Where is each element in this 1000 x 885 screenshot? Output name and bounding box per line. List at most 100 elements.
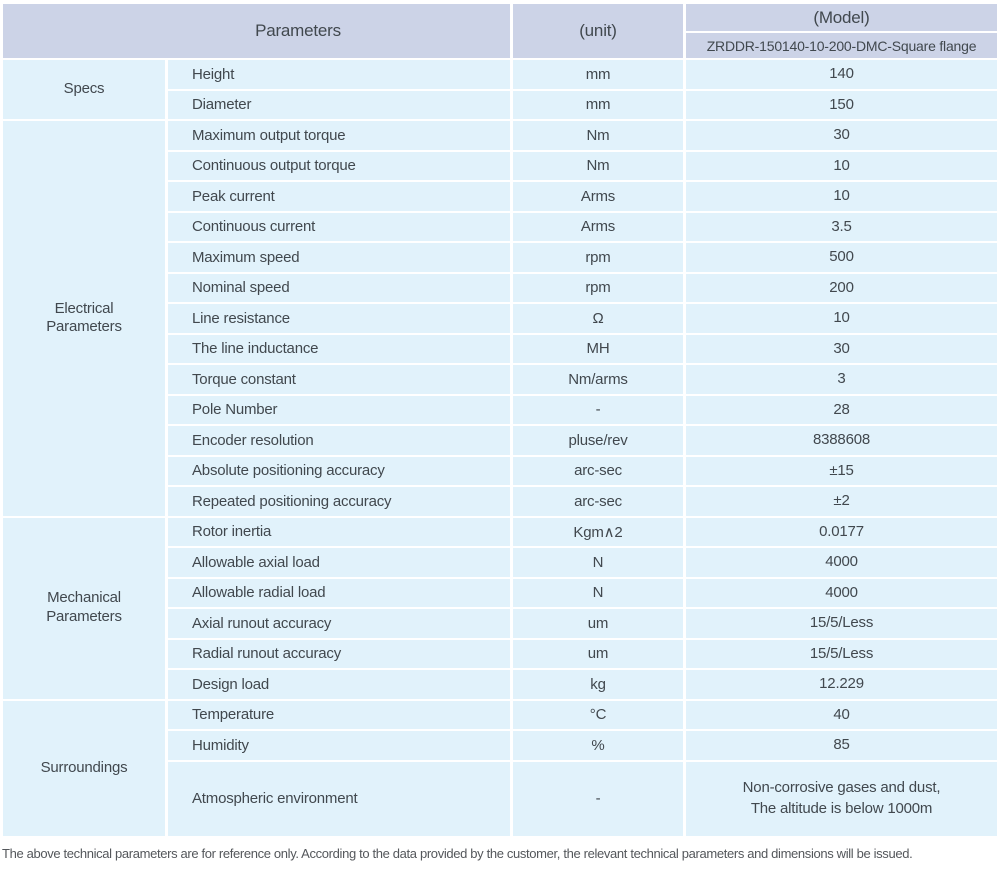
unit-cell: pluse/rev [513,426,683,455]
table-row: Absolute positioning accuracy arc-sec ±1… [3,456,997,485]
value-cell: 200 [686,273,997,302]
param-cell: Axial runout accuracy [168,609,510,638]
col-header-unit: (unit) [513,4,683,58]
section-label-surroundings: Surroundings [3,700,165,836]
param-cell: Humidity [168,731,510,760]
table-row: Torque constant Nm/arms 3 [3,365,997,394]
value-cell: ±2 [686,487,997,516]
unit-cell: Nm [513,151,683,180]
table-row: Electrical Parameters Maximum output tor… [3,121,997,516]
unit-cell: Nm [513,121,683,150]
param-cell: Design load [168,670,510,699]
value-cell: 12.229 [686,670,997,699]
header-row-2: ZRDDR-150140-10-200-DMC-Square flange [3,33,997,58]
table-row: Surroundings Temperature °C 40 [3,700,997,836]
param-cell: Repeated positioning accuracy [168,487,510,516]
unit-cell: % [513,731,683,760]
unit-cell: rpm [513,243,683,272]
unit-cell: Arms [513,212,683,241]
value-cell: 3 [686,365,997,394]
param-cell: Allowable radial load [168,578,510,607]
section-label-mechanical-parameters: Mechanical Parameters [3,517,165,699]
value-cell: ±15 [686,456,997,485]
table-row: Peak current Arms 10 [3,182,997,211]
value-cell: Non-corrosive gases and dust, The altitu… [686,761,997,836]
table-row: Encoder resolution pluse/rev 8388608 [3,426,997,455]
table-row: Line resistance Ω 10 [3,304,997,333]
value-cell: 500 [686,243,997,272]
param-cell: Torque constant [168,365,510,394]
unit-cell: MH [513,334,683,363]
unit-cell: N [513,578,683,607]
table-row: Nominal speed rpm 200 [3,273,997,302]
table-row: The line inductance MH 30 [3,334,997,363]
value-cell: 30 [686,121,997,150]
unit-cell: um [513,609,683,638]
section-label-specs: Specs [3,60,165,119]
table-row: Continuous output torque Nm 10 [3,151,997,180]
param-cell: Atmospheric environment [168,761,510,836]
col-header-model: (Model) [686,4,997,31]
model-name: ZRDDR-150140-10-200-DMC-Square flange [686,33,997,58]
table-row: Humidity % 85 [3,731,997,760]
param-cell: Maximum speed [168,243,510,272]
table-row: Axial runout accuracy um 15/5/Less [3,609,997,638]
param-cell: Peak current [168,182,510,211]
value-cell: 8388608 [686,426,997,455]
param-cell: Nominal speed [168,273,510,302]
param-cell: The line inductance [168,334,510,363]
param-cell: Height [168,60,510,89]
value-cell: 4000 [686,578,997,607]
footnote: The above technical parameters are for r… [2,845,913,861]
unit-cell: N [513,548,683,577]
table-row: Continuous current Arms 3.5 [3,212,997,241]
spec-table: Parameters (unit) (Model) ZRDDR-150140-1… [0,2,1000,838]
param-cell: Encoder resolution [168,426,510,455]
unit-cell: arc-sec [513,456,683,485]
table-row: Atmospheric environment - Non-corrosive … [3,761,997,836]
table-row: Design load kg 12.229 [3,670,997,699]
value-cell: 150 [686,90,997,119]
param-cell: Rotor inertia [168,517,510,546]
table-row: Pole Number - 28 [3,395,997,424]
value-cell: 30 [686,334,997,363]
unit-cell: - [513,395,683,424]
param-cell: Radial runout accuracy [168,639,510,668]
table-row: Mechanical Parameters Rotor inertia Kgm∧… [3,517,997,699]
table-row: Specs Height mm 140 [3,60,997,119]
unit-cell: arc-sec [513,487,683,516]
param-cell: Continuous output torque [168,151,510,180]
value-cell: 15/5/Less [686,609,997,638]
param-cell: Absolute positioning accuracy [168,456,510,485]
table-row: Allowable axial load N 4000 [3,548,997,577]
table-row: Diameter mm 150 [3,90,997,119]
value-cell: 3.5 [686,212,997,241]
header-row-1: Parameters (unit) (Model) [3,4,997,58]
section-label-electrical-parameters: Electrical Parameters [3,121,165,516]
value-cell: 10 [686,151,997,180]
unit-cell: um [513,639,683,668]
value-cell: 40 [686,700,997,729]
unit-cell: Arms [513,182,683,211]
table-row: Allowable radial load N 4000 [3,578,997,607]
value-cell: 10 [686,304,997,333]
value-cell: 85 [686,731,997,760]
param-cell: Allowable axial load [168,548,510,577]
unit-cell: kg [513,670,683,699]
param-cell: Maximum output torque [168,121,510,150]
param-cell: Continuous current [168,212,510,241]
value-cell: 10 [686,182,997,211]
table-row: Repeated positioning accuracy arc-sec ±2 [3,487,997,516]
unit-cell: Kgm∧2 [513,517,683,546]
param-cell: Pole Number [168,395,510,424]
table-row: Radial runout accuracy um 15/5/Less [3,639,997,668]
unit-cell: Nm/arms [513,365,683,394]
table-row: Maximum speed rpm 500 [3,243,997,272]
col-header-parameters: Parameters [3,4,510,58]
value-cell: 15/5/Less [686,639,997,668]
value-cell: 28 [686,395,997,424]
unit-cell: - [513,761,683,836]
unit-cell: mm [513,90,683,119]
value-cell: 140 [686,60,997,89]
